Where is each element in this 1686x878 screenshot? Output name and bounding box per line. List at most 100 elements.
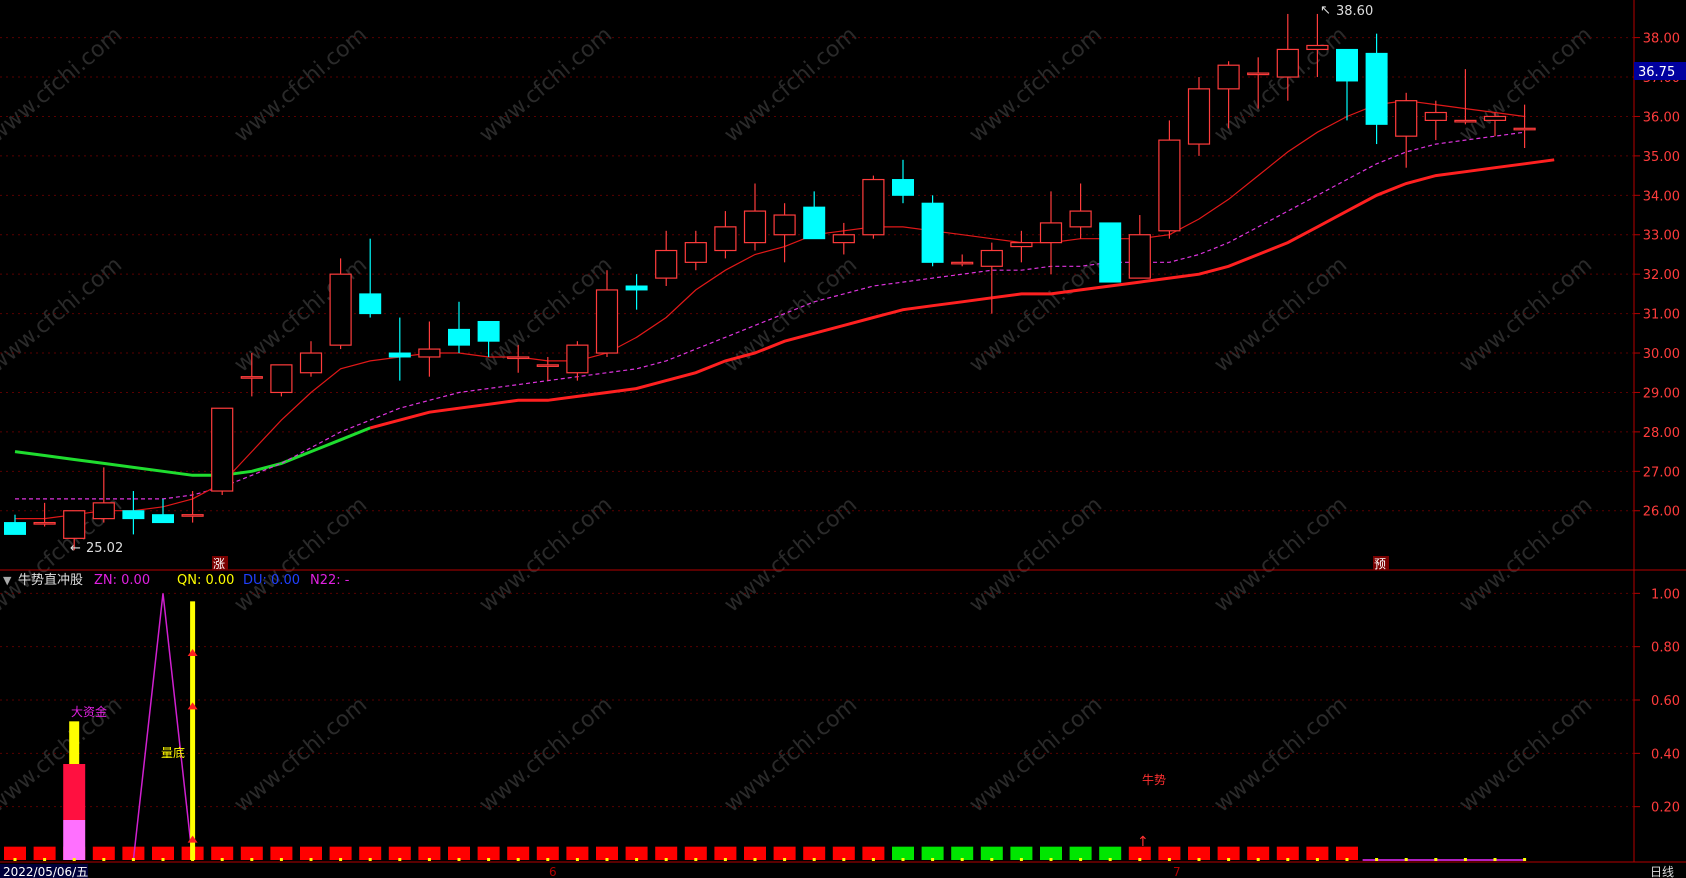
indicator-baseline-dot (191, 858, 195, 861)
indicator-baseline-dot (931, 858, 935, 861)
candle-body-up (33, 521, 56, 525)
indicator-bar (1247, 846, 1270, 860)
candle-body-up (418, 348, 441, 358)
candle-body-up (63, 510, 86, 539)
indicator-baseline-dot (1286, 858, 1290, 861)
indicator-baseline-dot (1345, 858, 1349, 861)
indicator-bar (300, 846, 322, 860)
indicator-bar (33, 846, 56, 860)
indicator-y-tick-label: 0.60 (1651, 694, 1680, 709)
candle-body-down (1365, 52, 1388, 125)
period-label[interactable]: 日线 (1650, 865, 1674, 878)
indicator-baseline-dot (1375, 858, 1379, 861)
indicator-bar (655, 846, 678, 860)
indicator-bar (1336, 846, 1358, 860)
indicator-baseline-dot (102, 858, 106, 861)
dazijin-pink-segment (63, 820, 86, 860)
main-y-tick-label: 35.00 (1643, 150, 1680, 165)
candle-body-up (773, 214, 796, 236)
indicator-grid (0, 592, 1634, 808)
label-dazijin: 大资金 (71, 704, 107, 719)
indicator-baseline-dot (1138, 858, 1142, 861)
candle-body-up (1424, 111, 1447, 121)
indicator-y-tick-label: 1.00 (1651, 587, 1680, 602)
high-arrow-icon: ↖ (1320, 3, 1331, 18)
candle-body-up (1247, 72, 1270, 76)
candle-body-down (1336, 48, 1358, 82)
indicator-baseline-dot (575, 858, 579, 861)
candle-body-up (980, 249, 1003, 267)
indicator-bar (477, 846, 500, 860)
candle-body-up (1395, 100, 1418, 137)
candle-body-down (152, 514, 174, 524)
indicator-baseline-dot (1256, 858, 1260, 861)
candle-body-down (803, 206, 826, 240)
candle-body-up (181, 514, 204, 517)
candle-body-up (1513, 127, 1536, 131)
candle-body-down (4, 522, 26, 535)
candle-body-up (536, 364, 559, 367)
liangdi-arrow-marker (187, 702, 198, 710)
marker-yu: 预 (1374, 557, 1386, 571)
liangdi-arrow-marker (187, 649, 198, 656)
liangdi-yellow-line (190, 601, 196, 860)
candle-body-up (211, 407, 234, 492)
dazijin-red-segment (63, 764, 86, 820)
main-y-tick-label: 28.00 (1643, 426, 1680, 441)
indicator-baseline-dot (723, 858, 727, 861)
indicator-baseline-dot (1463, 858, 1467, 861)
indicator-du: DU: 0.00 (243, 573, 300, 588)
indicator-baseline-dot (1227, 858, 1231, 861)
indicator-baseline-dot (871, 858, 875, 861)
indicator-collapse-icon[interactable]: ▼ (3, 574, 12, 587)
indicator-bar (536, 846, 559, 860)
indicator-bar (329, 846, 352, 860)
indicator-baseline-dot (635, 858, 639, 861)
indicator-y-tick-label: 0.40 (1651, 747, 1680, 762)
dazijin-yellow-segment (69, 721, 80, 764)
indicator-baseline-dot (72, 858, 76, 861)
indicator-bar (596, 846, 618, 860)
indicator-baseline-dot (516, 858, 520, 861)
indicator-bar (240, 846, 263, 860)
indicator-baseline-dot (1167, 858, 1171, 861)
liangdi-arrow-marker (187, 835, 198, 843)
indicator-bar (714, 846, 737, 860)
label-liangdi: 量底 (161, 745, 185, 760)
current-price-label: 36.75 (1638, 65, 1675, 80)
candle-body-up (832, 234, 855, 244)
ma-long-red-segment (369, 158, 1555, 430)
indicator-baseline-dot (279, 858, 283, 861)
indicator-bar (1099, 846, 1122, 860)
ma-short-polyline (15, 100, 1525, 520)
candle-body-down (448, 328, 470, 346)
candle-body-up (1010, 242, 1033, 248)
indicator-bar (803, 846, 826, 860)
month-7-label: 7 (1173, 865, 1181, 878)
indicator-bar (152, 846, 174, 860)
indicator-baseline-dot (427, 858, 431, 861)
indicator-baseline-dot (753, 858, 757, 861)
indicator-bar (980, 846, 1003, 860)
candle-body-up (270, 364, 293, 394)
indicator-baseline-dot (131, 858, 135, 861)
indicator-name[interactable]: 牛势直冲股 (18, 572, 83, 588)
indicator-bar (1276, 846, 1299, 860)
candle-body-up (595, 289, 619, 354)
indicator-bar (211, 846, 234, 860)
indicator-bar (359, 846, 382, 860)
indicator-baseline-dot (43, 858, 47, 861)
high-price-label: 38.60 (1336, 4, 1373, 19)
indicator-bar (744, 846, 766, 860)
candle-body-up (1306, 44, 1329, 51)
indicator-baseline-dot (1049, 858, 1053, 861)
indicator-baseline-dot (1523, 858, 1527, 861)
niushi-arrow-icon: ↑ (1137, 834, 1149, 850)
indicator-baseline-dot (220, 858, 224, 861)
indicator-bar (832, 846, 855, 860)
indicator-baseline-dot (783, 858, 787, 861)
main-y-tick-label: 29.00 (1643, 386, 1680, 401)
candle-body-up (655, 249, 678, 279)
date-label-box (0, 864, 88, 878)
